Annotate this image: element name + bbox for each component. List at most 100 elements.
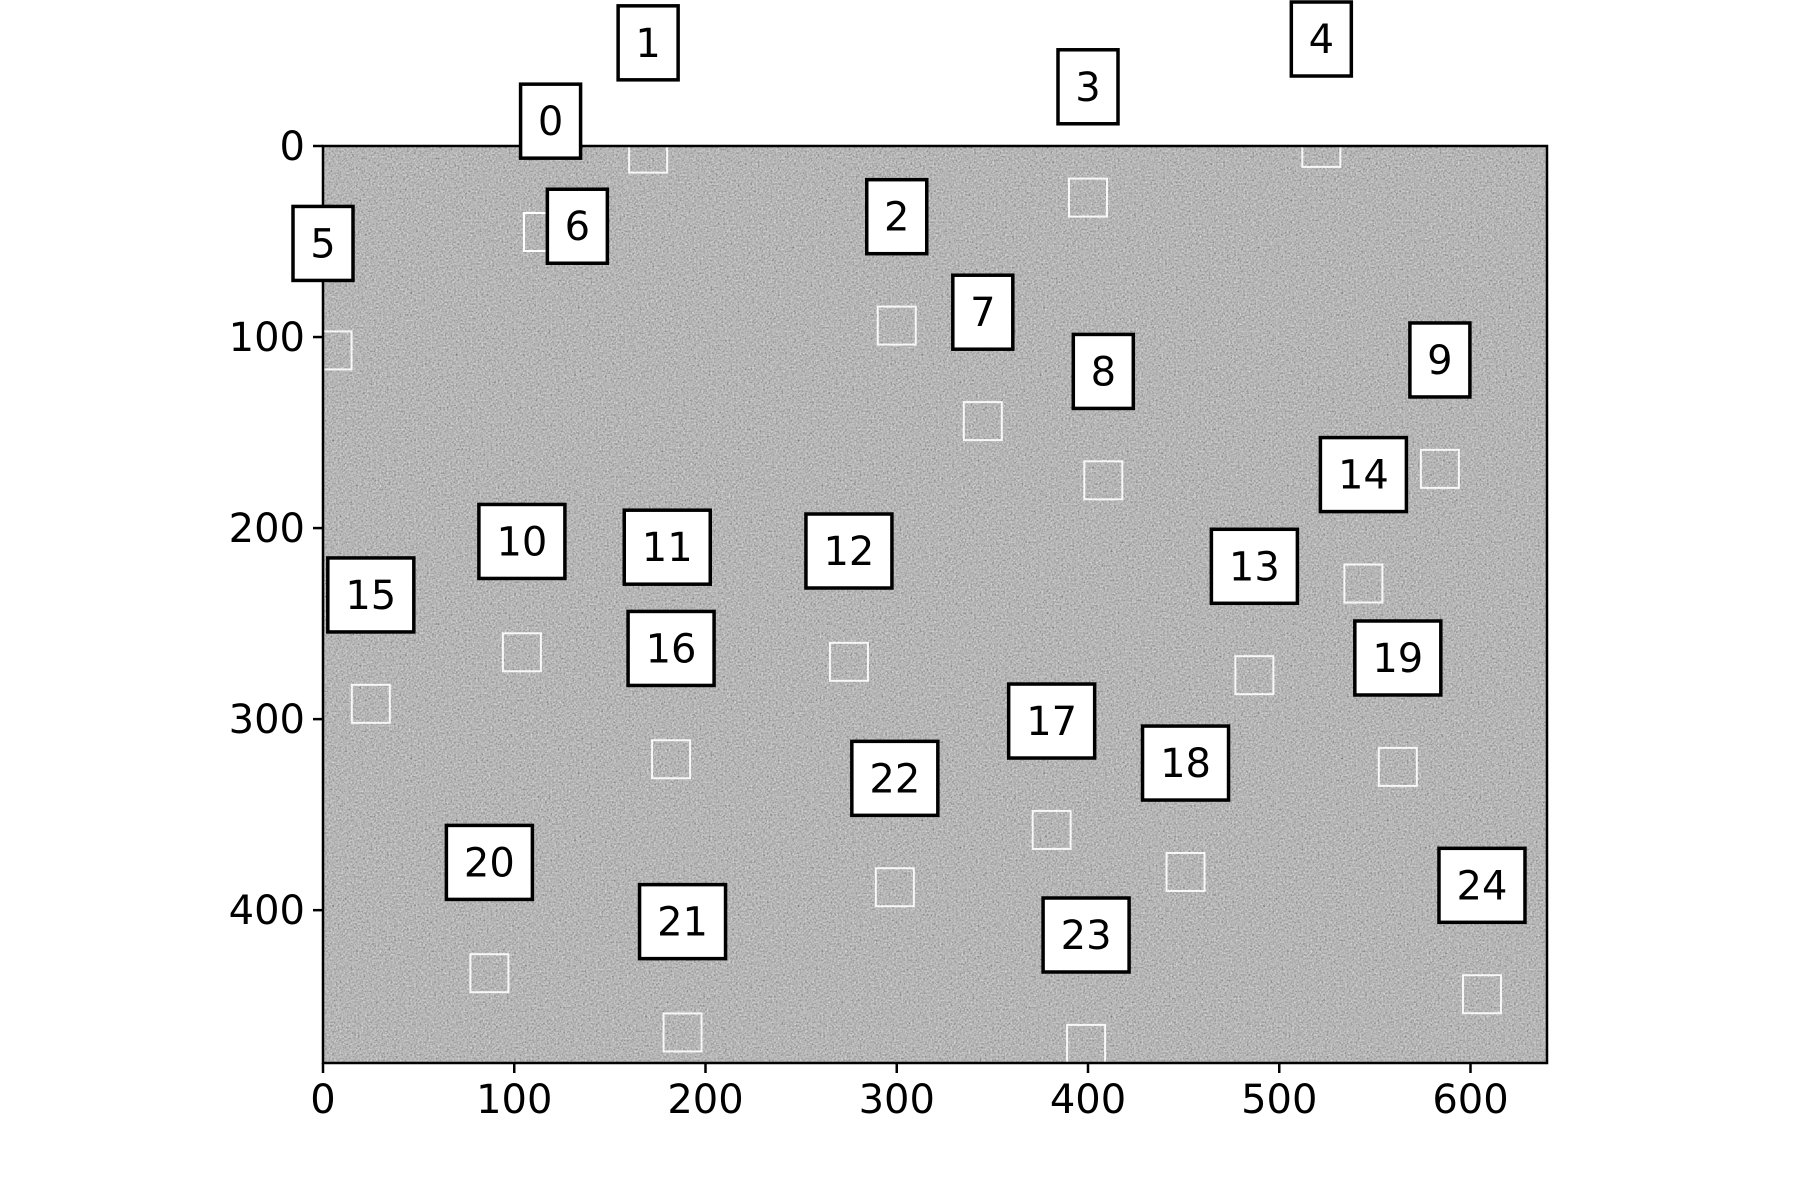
marker-7 [962, 401, 1003, 442]
label-text: 18 [1160, 741, 1211, 787]
label-text: 11 [642, 525, 693, 571]
label-text: 9 [1427, 338, 1452, 384]
label-box [616, 4, 680, 82]
label-box [1353, 619, 1443, 697]
label-text: 1 [635, 21, 660, 67]
y-tick-label: 200 [229, 506, 305, 552]
label-4: 4 [1289, 0, 1354, 78]
marker-12 [828, 641, 869, 682]
marker-13 [1234, 655, 1275, 696]
label-text: 10 [496, 519, 547, 565]
label-box [1006, 682, 1097, 760]
label-box [326, 556, 416, 634]
marker-22 [874, 867, 915, 908]
label-text: 21 [657, 900, 708, 946]
marker-5 [323, 330, 353, 371]
x-tick-label: 100 [476, 1077, 552, 1123]
label-box [637, 882, 728, 961]
x-axis: 0 100 200 300 400 500 600 [310, 1063, 1509, 1123]
label-box [626, 609, 716, 688]
label-2: 2 [865, 177, 929, 256]
label-text: 13 [1229, 544, 1280, 590]
label-text: 4 [1309, 17, 1334, 63]
label-text: 14 [1338, 453, 1389, 499]
marker-19 [1377, 746, 1418, 787]
label-16: 16 [626, 609, 716, 688]
marker-18 [1165, 851, 1206, 892]
label-22: 22 [850, 739, 940, 818]
label-text: 16 [646, 626, 697, 672]
label-11: 11 [622, 508, 712, 586]
axes-frame [321, 144, 1549, 1065]
y-tick-label: 300 [229, 697, 305, 743]
label-21: 21 [637, 882, 728, 961]
x-tick-label: 600 [1432, 1077, 1508, 1123]
label-box [545, 187, 610, 265]
label-13: 13 [1209, 527, 1300, 606]
label-text: 0 [538, 99, 563, 145]
label-20: 20 [444, 823, 535, 902]
label-text: 15 [345, 573, 396, 619]
label-box [477, 502, 567, 581]
marker-10 [501, 632, 542, 673]
label-box [518, 82, 583, 160]
label-box [1041, 896, 1131, 974]
label-8: 8 [1071, 332, 1136, 411]
y-tick-label: 400 [229, 888, 305, 934]
label-12: 12 [804, 512, 894, 590]
y-tick-label: 100 [229, 315, 305, 361]
label-19: 19 [1353, 619, 1443, 697]
label-23: 23 [1041, 896, 1131, 974]
label-text: 12 [823, 529, 874, 575]
label-15: 15 [326, 556, 416, 634]
label-box [865, 177, 929, 256]
label-box [951, 273, 1015, 351]
label-3: 3 [1056, 48, 1120, 126]
label-24: 24 [1437, 846, 1527, 925]
marker-3 [1068, 177, 1108, 218]
label-box [1056, 48, 1120, 126]
label-9: 9 [1408, 321, 1472, 399]
label-text: 6 [565, 204, 590, 250]
label-1: 1 [616, 4, 680, 82]
marker-21 [662, 1012, 703, 1053]
label-box [1437, 846, 1527, 925]
label-0: 0 [518, 82, 583, 160]
label-14: 14 [1318, 435, 1409, 514]
label-box [1318, 435, 1409, 514]
label-text: 2 [884, 195, 909, 241]
label-18: 18 [1140, 724, 1231, 802]
label-text: 8 [1091, 349, 1116, 395]
marker-17 [1031, 809, 1072, 850]
marker-4 [1301, 146, 1342, 168]
y-axis: 0 100 200 300 400 [229, 124, 323, 934]
label-box [444, 823, 535, 902]
marker-1 [628, 146, 669, 174]
label-box [1071, 332, 1136, 411]
x-tick-label: 0 [310, 1077, 335, 1123]
label-box [1289, 0, 1354, 78]
label-box [1140, 724, 1231, 802]
marker-14 [1343, 563, 1384, 604]
marker-8 [1083, 460, 1124, 501]
label-text: 23 [1061, 913, 1112, 959]
label-box [1209, 527, 1300, 606]
marker-9 [1419, 448, 1460, 489]
label-text: 20 [464, 840, 515, 886]
label-text: 22 [869, 756, 920, 802]
label-text: 17 [1026, 699, 1077, 745]
marker-16 [651, 739, 692, 780]
label-text: 5 [310, 221, 335, 267]
marker-2 [876, 305, 917, 346]
label-17: 17 [1006, 682, 1097, 760]
marker-15 [350, 683, 391, 724]
label-10: 10 [477, 502, 567, 581]
label-box [804, 512, 894, 590]
x-tick-label: 300 [859, 1077, 935, 1123]
label-text: 19 [1372, 636, 1423, 682]
label-box [850, 739, 940, 818]
label-box [622, 508, 712, 586]
marker-20 [469, 953, 510, 994]
